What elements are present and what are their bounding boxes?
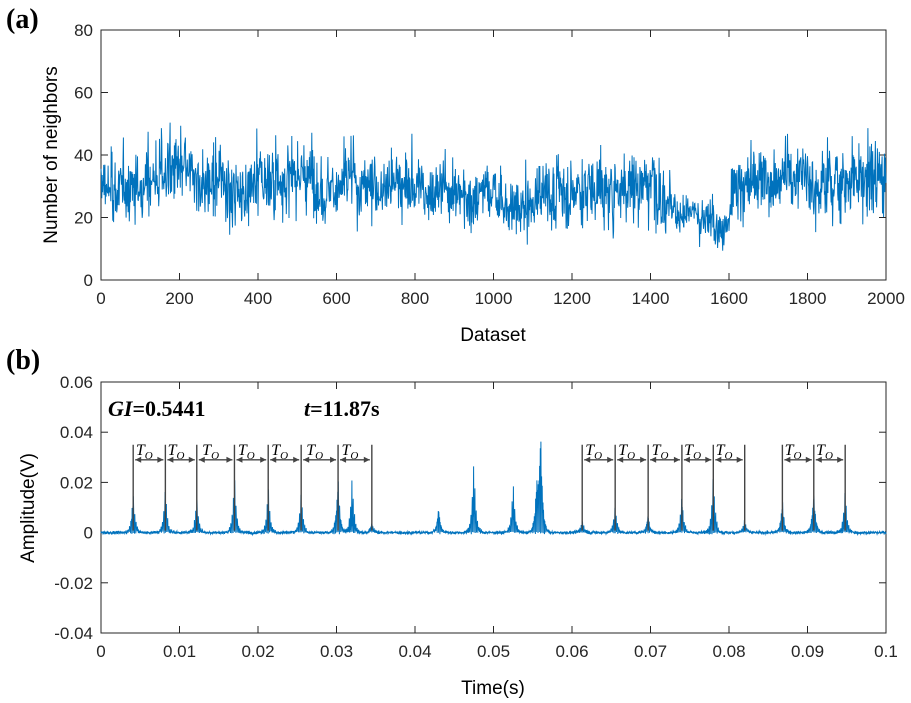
arrow-head-right (837, 456, 844, 463)
x-tick-label: 0.01 (163, 642, 196, 661)
arrow-head-right (188, 456, 195, 463)
gi-symbol: GI (108, 396, 134, 421)
arrow-head-left (715, 456, 722, 463)
x-axis-label-b: Time(s) (461, 678, 525, 699)
y-tick-label: 40 (74, 146, 93, 165)
arrow-head-left (135, 456, 142, 463)
x-tick-label: 800 (401, 289, 429, 308)
interval-label: TO (271, 442, 288, 462)
arrow-head-left (650, 456, 657, 463)
arrow-head-right (293, 456, 300, 463)
interval-label: TO (136, 442, 153, 462)
gi-annotation: GI=0.5441 (108, 396, 206, 421)
arrow-head-right (226, 456, 233, 463)
interval-markers: TO TO TO TO TO TO TO TO TO TO TO TO TO TO (132, 442, 846, 531)
arrow-head-right (363, 456, 370, 463)
x-tick-label: 0.09 (791, 642, 824, 661)
arrow-head-right (736, 456, 743, 463)
interval-label: TO (785, 442, 802, 462)
arrow-head-left (167, 456, 174, 463)
y-tick-label: 0 (84, 524, 93, 543)
interval-label: TO (684, 442, 701, 462)
arrow-head-right (673, 456, 680, 463)
x-tick-label: 0.06 (555, 642, 588, 661)
x-tick-label: 2000 (867, 289, 905, 308)
interval-label: TO (585, 442, 602, 462)
x-tick-label: 1000 (475, 289, 513, 308)
x-tick-label: 400 (244, 289, 272, 308)
t-symbol: t (304, 396, 311, 421)
panel-b-label: (b) (6, 345, 40, 376)
x-tick-label: 0 (96, 642, 105, 661)
y-tick-label: 0 (84, 271, 93, 290)
arrow-head-left (617, 456, 624, 463)
series-line-a (100, 122, 887, 251)
x-tick-label: 600 (322, 289, 350, 308)
x-tick-label: 1600 (710, 289, 748, 308)
interval-label: TO (652, 442, 669, 462)
arrow-head-right (705, 456, 712, 463)
x-tick-label: 1400 (632, 289, 670, 308)
arrow-head-left (784, 456, 791, 463)
arrow-head-right (640, 456, 647, 463)
arrow-head-right (157, 456, 164, 463)
x-tick-label: 0.08 (712, 642, 745, 661)
arrow-head-left (584, 456, 591, 463)
y-axis-ticks-a: 0 20 40 60 80 (74, 21, 886, 290)
interval-label: TO (202, 442, 219, 462)
arrow-head-left (815, 456, 822, 463)
arrow-head-left (683, 456, 690, 463)
x-tick-label: 0.02 (241, 642, 274, 661)
interval-label: TO (618, 442, 635, 462)
arrow-head-left (198, 456, 205, 463)
y-tick-label: 0.02 (60, 473, 93, 492)
y-tick-label: 20 (74, 209, 93, 228)
interval-label: TO (342, 442, 359, 462)
y-tick-label: 0.04 (60, 423, 93, 442)
interval-label: TO (168, 442, 185, 462)
x-axis-ticks-b: 0 0.01 0.02 0.03 0.04 0.05 0.06 0.07 0.08 0.09 0.1 (96, 382, 898, 661)
interval-label: TO (716, 442, 733, 462)
x-axis-label-a: Dataset (460, 325, 526, 346)
panel-a: (a) 0 200 400 600 800 1000 1200 1400 1600 1800 200… (6, 4, 905, 346)
series-line-b (100, 441, 887, 537)
arrow-head-right (330, 456, 337, 463)
y-axis-ticks-b: -0.04 -0.02 0 0.02 0.04 0.06 (54, 373, 886, 643)
x-tick-label: 1200 (553, 289, 591, 308)
x-tick-label: 0.05 (477, 642, 510, 661)
arrow-head-right (607, 456, 614, 463)
y-tick-label: 60 (74, 84, 93, 103)
y-axis-label-b: Amplitude(V) (18, 453, 39, 563)
x-tick-label: 0.07 (634, 642, 667, 661)
x-axis-ticks-a: 0 200 400 600 800 1000 1200 1400 1600 1800 2000 (96, 30, 905, 308)
panel-a-label: (a) (6, 4, 39, 35)
interval-label: TO (816, 442, 833, 462)
arrow-head-left (340, 456, 347, 463)
t-value: =11.87s (310, 396, 380, 421)
time-annotation: t=11.87s (304, 396, 380, 421)
arrow-head-left (236, 456, 243, 463)
y-tick-label: 80 (74, 21, 93, 40)
panel-b: (b) 0 0.01 0.02 0.03 0.04 0.05 0.06 0.07 0.08 0.0… (6, 345, 898, 699)
y-axis-label-a: Number of neighbors (41, 66, 62, 243)
arrow-head-right (805, 456, 812, 463)
x-tick-label: 0 (96, 289, 105, 308)
x-tick-label: 0.03 (320, 642, 353, 661)
gi-value: =0.5441 (132, 396, 205, 421)
plot-b-frame (100, 381, 887, 634)
y-tick-label: 0.06 (60, 373, 93, 392)
y-tick-label: -0.04 (54, 624, 93, 643)
arrow-head-right (260, 456, 267, 463)
interval-label: TO (238, 442, 255, 462)
x-tick-label: 1800 (789, 289, 827, 308)
x-tick-label: 0.04 (398, 642, 431, 661)
arrow-head-left (270, 456, 277, 463)
interval-label: TO (306, 442, 323, 462)
x-tick-label: 0.1 (874, 642, 898, 661)
x-tick-label: 200 (165, 289, 193, 308)
arrow-head-left (303, 456, 310, 463)
y-tick-label: -0.02 (54, 574, 93, 593)
